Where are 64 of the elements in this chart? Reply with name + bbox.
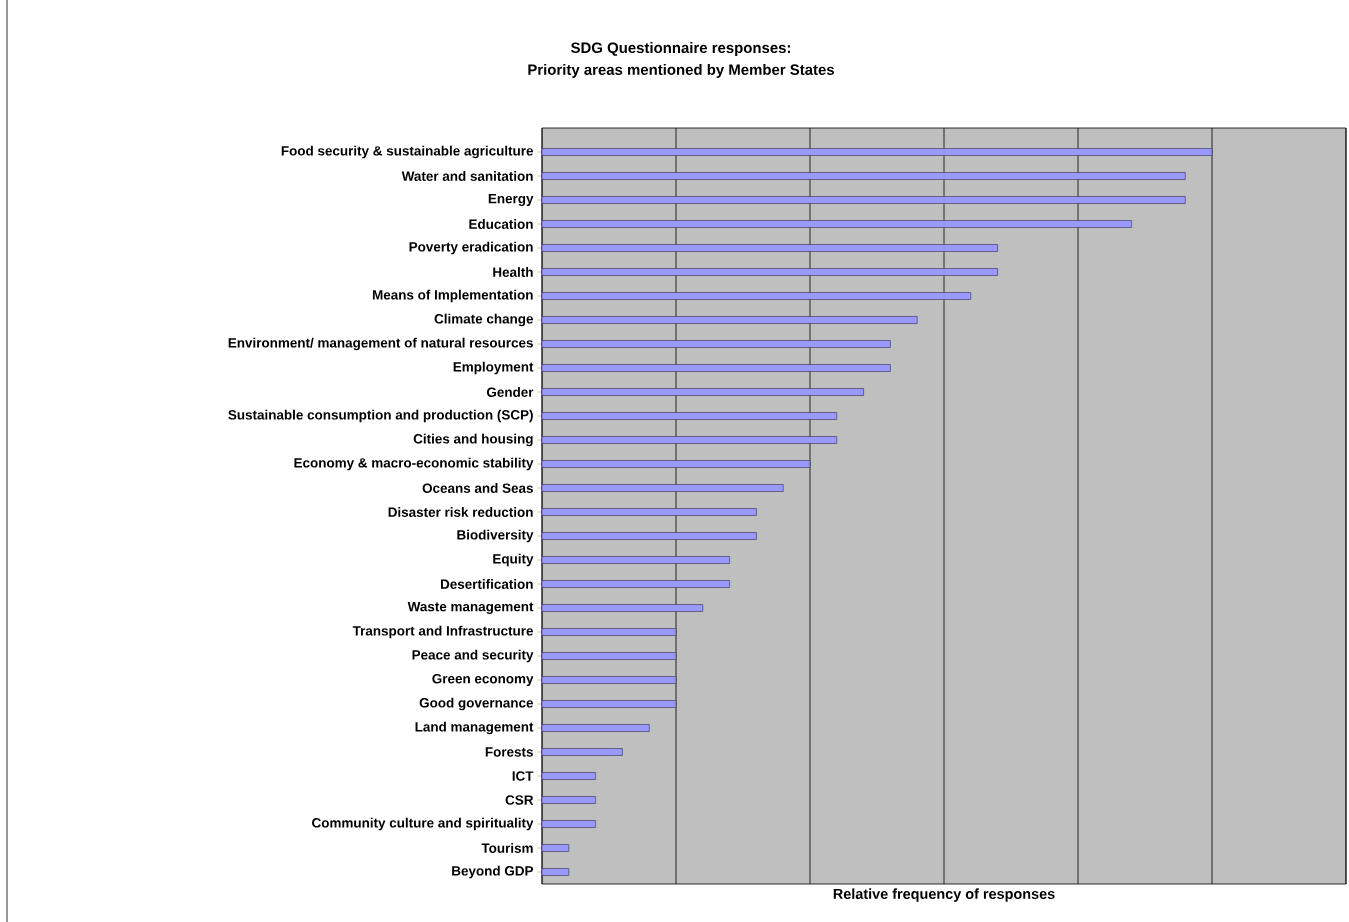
y-tick-label: Beyond GDP xyxy=(452,865,534,879)
bar xyxy=(542,364,891,372)
bar xyxy=(542,436,838,444)
y-tick-label: Energy xyxy=(488,193,534,207)
bar xyxy=(542,412,838,420)
bar xyxy=(542,220,1132,228)
bar xyxy=(542,844,570,852)
y-tick-label: Employment xyxy=(453,361,534,375)
bar xyxy=(542,268,998,276)
bar xyxy=(542,172,1186,180)
bar xyxy=(542,580,730,588)
bar xyxy=(542,532,757,540)
y-tick-label: Health xyxy=(493,267,533,277)
y-tick-label: Climate change xyxy=(434,313,534,327)
y-tick-label: Sustainable consumption and production (SCP) xyxy=(228,409,533,423)
bar xyxy=(542,340,891,348)
y-tick-label: Education xyxy=(469,219,533,229)
y-tick-label: Community culture and spirituality xyxy=(312,817,534,831)
y-tick-label: Biodiversity xyxy=(457,529,534,543)
y-tick-label: CSR xyxy=(505,795,534,805)
bar xyxy=(542,724,650,732)
y-tick-label: Cities and housing xyxy=(413,433,533,447)
bar xyxy=(542,244,998,252)
y-tick-label: Green economy xyxy=(432,673,534,687)
y-tick-label: Tourism xyxy=(481,843,533,853)
bar xyxy=(542,604,704,612)
bar xyxy=(542,484,784,492)
bar xyxy=(542,196,1186,204)
bar xyxy=(542,556,730,564)
bar xyxy=(542,820,596,828)
bar xyxy=(542,796,596,804)
y-tick-label: Oceans and Seas xyxy=(422,483,533,493)
y-tick-label: Forests xyxy=(485,747,533,757)
y-tick-label: Peace and security xyxy=(412,649,534,663)
bar xyxy=(542,388,864,396)
bar xyxy=(542,148,1213,156)
y-tick-label: Means of Implementation xyxy=(372,289,533,303)
y-tick-label: ICT xyxy=(512,771,534,781)
y-tick-label: Food security & sustainable agriculture xyxy=(281,145,534,159)
bar xyxy=(542,508,757,516)
y-tick-label: Economy & macro-economic stability xyxy=(294,457,534,471)
y-tick-label: Waste management xyxy=(407,601,534,615)
bar xyxy=(542,868,570,876)
y-tick-label: Good governance xyxy=(419,697,534,711)
y-tick-label: Disaster risk reduction xyxy=(388,507,533,517)
y-tick-label: Land management xyxy=(415,721,534,735)
bar xyxy=(542,652,677,660)
bar xyxy=(542,316,918,324)
chart-title: SDG Questionnaire responses: Priority areas mentioned by Member States xyxy=(528,42,834,78)
bar xyxy=(542,292,972,300)
bar xyxy=(542,460,811,468)
y-tick-label: Poverty eradication xyxy=(409,241,533,255)
y-tick-label: Transport and Infrastructure xyxy=(352,625,534,639)
bar xyxy=(542,628,677,636)
bar xyxy=(542,700,677,708)
bar xyxy=(542,748,623,756)
y-tick-label: Desertification xyxy=(440,579,533,589)
bar xyxy=(542,676,677,684)
y-tick-label: Environment/ management of natural resources xyxy=(228,337,533,351)
y-tick-label: Equity xyxy=(493,553,534,567)
x-axis-title: Relative frequency of responses xyxy=(833,888,1055,902)
bar xyxy=(542,772,596,780)
y-tick-label: Water and sanitation xyxy=(401,171,533,181)
y-tick-label: Gender xyxy=(486,387,534,397)
